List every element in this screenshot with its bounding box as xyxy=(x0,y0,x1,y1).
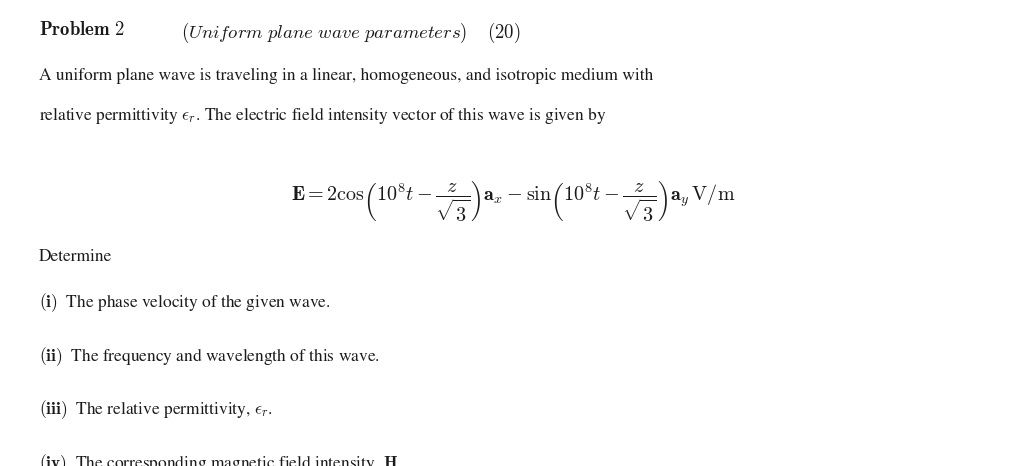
Text: $\mathbf{E} = 2\cos\!\left(10^8 t - \dfrac{z}{\sqrt{3}}\right)\mathbf{a}_x - \si: $\mathbf{E} = 2\cos\!\left(10^8 t - \dfr… xyxy=(292,179,735,224)
Text: $\bf{Problem\ 2}$: $\bf{Problem\ 2}$ xyxy=(39,21,125,39)
Text: $\mathbf{(i)}$  The phase velocity of the given wave.: $\mathbf{(i)}$ The phase velocity of the… xyxy=(39,291,331,314)
Text: $\mathbf{(iv)}$  The corresponding magnetic field intensity, $\mathbf{H}$.: $\mathbf{(iv)}$ The corresponding magnet… xyxy=(39,452,402,466)
Text: $\it{(Uniform\ plane\ wave\ parameters)}$: $\it{(Uniform\ plane\ wave\ parameters)}… xyxy=(181,21,467,45)
Text: relative permittivity $\epsilon_r$. The electric field intensity vector of this : relative permittivity $\epsilon_r$. The … xyxy=(39,105,606,126)
Text: A uniform plane wave is traveling in a linear, homogeneous, and isotropic medium: A uniform plane wave is traveling in a l… xyxy=(39,68,653,83)
Text: $\bf{(20)}$: $\bf{(20)}$ xyxy=(487,21,521,45)
Text: $\mathbf{(iii)}$  The relative permittivity, $\epsilon_r$.: $\mathbf{(iii)}$ The relative permittivi… xyxy=(39,398,273,421)
Text: Determine: Determine xyxy=(39,249,112,265)
Text: $\mathbf{(ii)}$  The frequency and wavelength of this wave.: $\mathbf{(ii)}$ The frequency and wavele… xyxy=(39,345,380,368)
